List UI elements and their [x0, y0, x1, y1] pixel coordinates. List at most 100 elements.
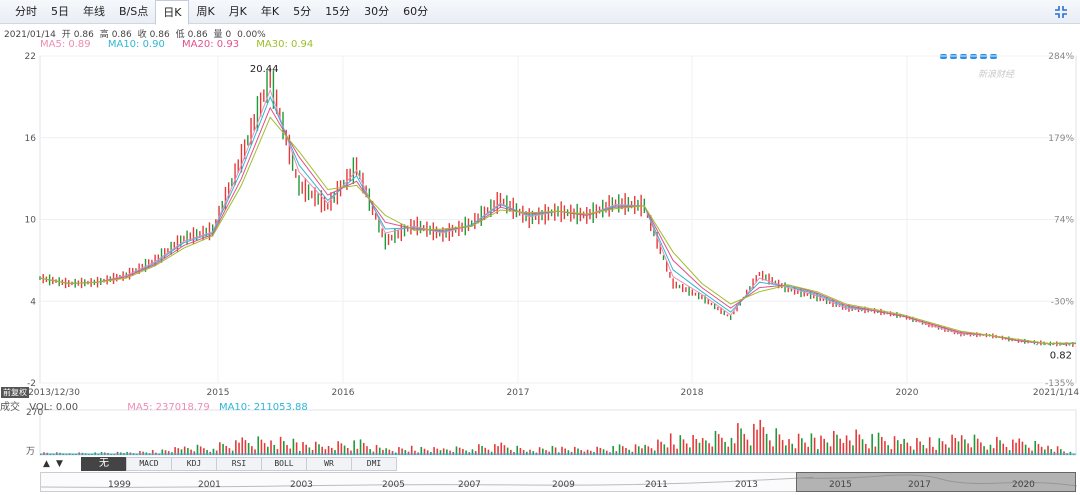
x-tick-label: 2016 [332, 388, 355, 398]
volume-bar [305, 444, 307, 455]
volume-bar [113, 454, 116, 455]
volume-bar [276, 449, 279, 455]
indicator-tab-3[interactable]: RSI [216, 457, 262, 471]
volume-bar [289, 448, 292, 455]
volume-bar [749, 445, 752, 455]
navigator-year: 2020 [1012, 480, 1035, 490]
volume-bar [583, 451, 586, 455]
scroll-down-icon[interactable]: ▼ [56, 459, 63, 469]
navigator-year: 2005 [382, 480, 405, 490]
volume-bar [228, 448, 231, 455]
volume-bar [650, 448, 653, 455]
tab-4[interactable]: 日K [155, 0, 190, 25]
volume-bar [519, 447, 522, 455]
volume-bar [542, 448, 544, 455]
volume-bar [436, 448, 439, 455]
volume-bar [449, 450, 451, 455]
volume-bar [75, 454, 77, 455]
volume-bar [321, 446, 323, 455]
volume-label: 成交 [0, 402, 20, 413]
volume-bar [912, 449, 915, 455]
volume-bar [219, 442, 221, 455]
volume-bar [279, 436, 282, 455]
adjust-tag[interactable]: 前复权 [1, 387, 29, 398]
info-low: 0.86 [187, 30, 208, 40]
indicator-tab-2[interactable]: KDJ [171, 457, 217, 471]
volume-bar [510, 449, 512, 455]
volume-bar [948, 447, 950, 455]
indicator-tab-5[interactable]: WR [306, 457, 352, 471]
volume-bar [695, 438, 698, 455]
x-tick-label: 2013/12/30 [28, 388, 80, 398]
tab-2[interactable]: 年线 [83, 5, 105, 18]
tab-11[interactable]: 60分 [403, 5, 429, 18]
expand-icon[interactable] [1054, 5, 1068, 19]
volume-bar [180, 449, 183, 455]
volume-bar [526, 451, 528, 455]
volume-bar [340, 443, 343, 455]
volume-bar [359, 439, 362, 455]
volume-bar [605, 450, 608, 455]
navigator-selection[interactable] [796, 472, 1076, 492]
tab-5[interactable]: 周K [196, 5, 215, 18]
y-right-tick-label: 74% [1054, 216, 1074, 226]
info-close: 0.86 [149, 30, 170, 40]
volume-bar [637, 446, 640, 455]
info-low-label: 低 [175, 30, 185, 40]
volume-bar [257, 436, 260, 455]
volume-bar [759, 419, 762, 455]
volume-bar [484, 447, 487, 455]
volume-bar [375, 444, 378, 455]
volume-bar [599, 447, 602, 455]
tab-9[interactable]: 15分 [325, 5, 351, 18]
volume-bar [1031, 450, 1033, 455]
volume-bar [244, 440, 247, 455]
volume-bar [206, 449, 208, 455]
volume-bar [871, 433, 873, 455]
tab-10[interactable]: 30分 [364, 5, 390, 18]
volume-ma10: MA10: 211053.88 [218, 402, 308, 413]
scroll-up-icon[interactable]: ▲ [43, 459, 50, 469]
tab-3[interactable]: B/S点 [119, 5, 149, 18]
volume-bar [452, 451, 455, 455]
volume-bar [161, 449, 164, 455]
volume-bar [954, 437, 957, 455]
volume-bar [410, 445, 413, 455]
x-tick-label: 2018 [681, 388, 704, 398]
volume-bar [481, 445, 483, 455]
indicator-tab-0[interactable]: 无 [81, 457, 127, 471]
volume-bar [708, 443, 710, 455]
volume-bar [666, 447, 669, 455]
volume-bar [967, 443, 969, 455]
volume-bar [775, 428, 778, 455]
tab-8[interactable]: 5分 [293, 5, 312, 18]
volume-bar [810, 433, 813, 455]
volume-bar [973, 434, 976, 455]
volume-bar [286, 445, 288, 455]
tab-0[interactable]: 分时 [15, 5, 37, 18]
volume-bar [615, 451, 618, 455]
volume-bar [292, 438, 295, 455]
y-tick-label: 4 [30, 297, 36, 307]
navigator-year: 2003 [290, 480, 313, 490]
volume-bar [366, 446, 368, 455]
indicator-tab-4[interactable]: BOLL [261, 457, 307, 471]
volume-bar [1056, 446, 1059, 455]
volume-bar [928, 437, 931, 455]
volume-bar [478, 444, 480, 455]
volume-bar [500, 442, 503, 455]
tab-7[interactable]: 年K [260, 5, 280, 18]
tab-6[interactable]: 月K [228, 5, 247, 18]
volume-bar [852, 445, 854, 455]
volume-bar [283, 441, 285, 455]
volume-bar [350, 450, 352, 455]
navigator-year: 2001 [198, 480, 221, 490]
indicator-tab-6[interactable]: DMI [351, 457, 397, 471]
volume-bar [1005, 446, 1008, 455]
tab-1[interactable]: 5日 [51, 5, 69, 18]
indicator-tab-1[interactable]: MACD [126, 457, 172, 471]
volume-bar [804, 442, 806, 455]
volume-bar [1069, 451, 1072, 455]
volume-bar [721, 437, 723, 455]
